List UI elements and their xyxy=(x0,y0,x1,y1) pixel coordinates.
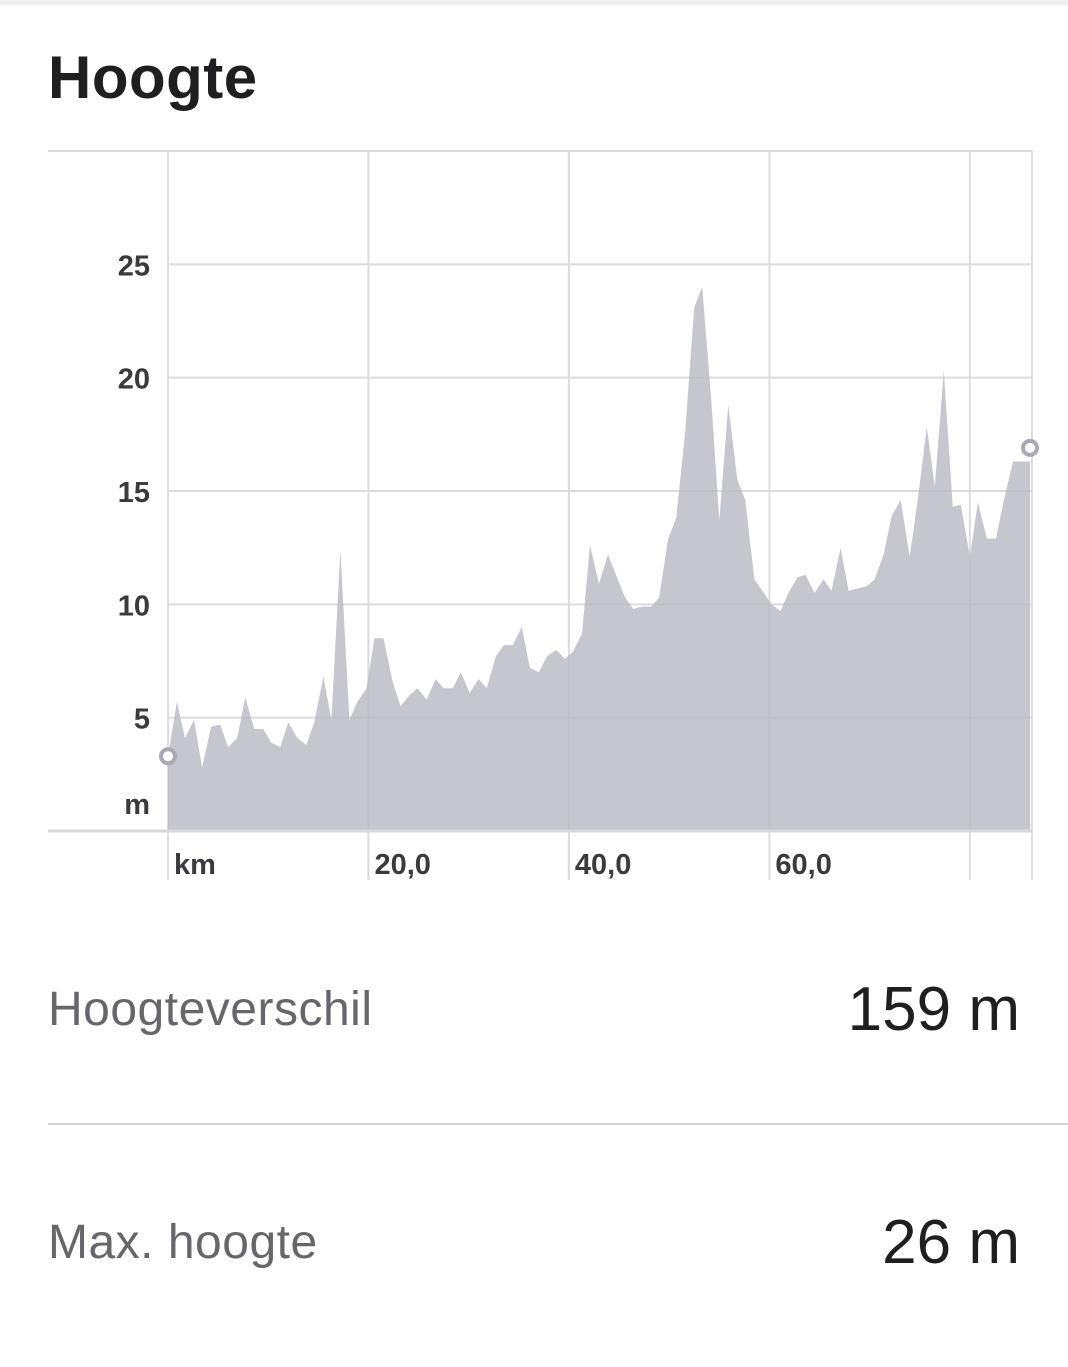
x-tick-label: 40,0 xyxy=(575,849,631,881)
elevation-area xyxy=(168,287,1030,831)
y-axis-unit-label: m xyxy=(124,789,150,821)
elevation-chart: 5 10 15 20 25 mkm 20,0 40,0 60,0 xyxy=(48,150,1039,881)
x-tick-label: 20,0 xyxy=(374,849,430,881)
y-tick-label: 10 xyxy=(118,590,150,622)
stats-divider xyxy=(48,1123,1068,1125)
end-marker xyxy=(1021,438,1039,457)
start-marker xyxy=(159,747,177,766)
stat-row-max-elevation: Max. hoogte 26 m xyxy=(48,1183,1020,1303)
y-tick-label: 25 xyxy=(118,250,150,282)
stat-label-elevation-difference: Hoogteverschil xyxy=(48,983,373,1036)
x-axis-unit-label: km xyxy=(174,849,216,881)
stat-value-elevation-difference: 159 m xyxy=(847,975,1020,1044)
y-tick-label: 20 xyxy=(118,364,150,396)
section-title: Hoogte xyxy=(48,44,258,111)
stat-value-max-elevation: 26 m xyxy=(882,1208,1020,1277)
y-tick-label: 5 xyxy=(134,704,150,736)
stat-row-elevation-difference: Hoogteverschil 159 m xyxy=(48,950,1020,1070)
y-tick-label: 15 xyxy=(118,477,150,509)
stat-label-max-elevation: Max. hoogte xyxy=(48,1216,318,1269)
x-tick-label: 60,0 xyxy=(775,849,831,881)
top-divider-strip xyxy=(0,0,1068,5)
